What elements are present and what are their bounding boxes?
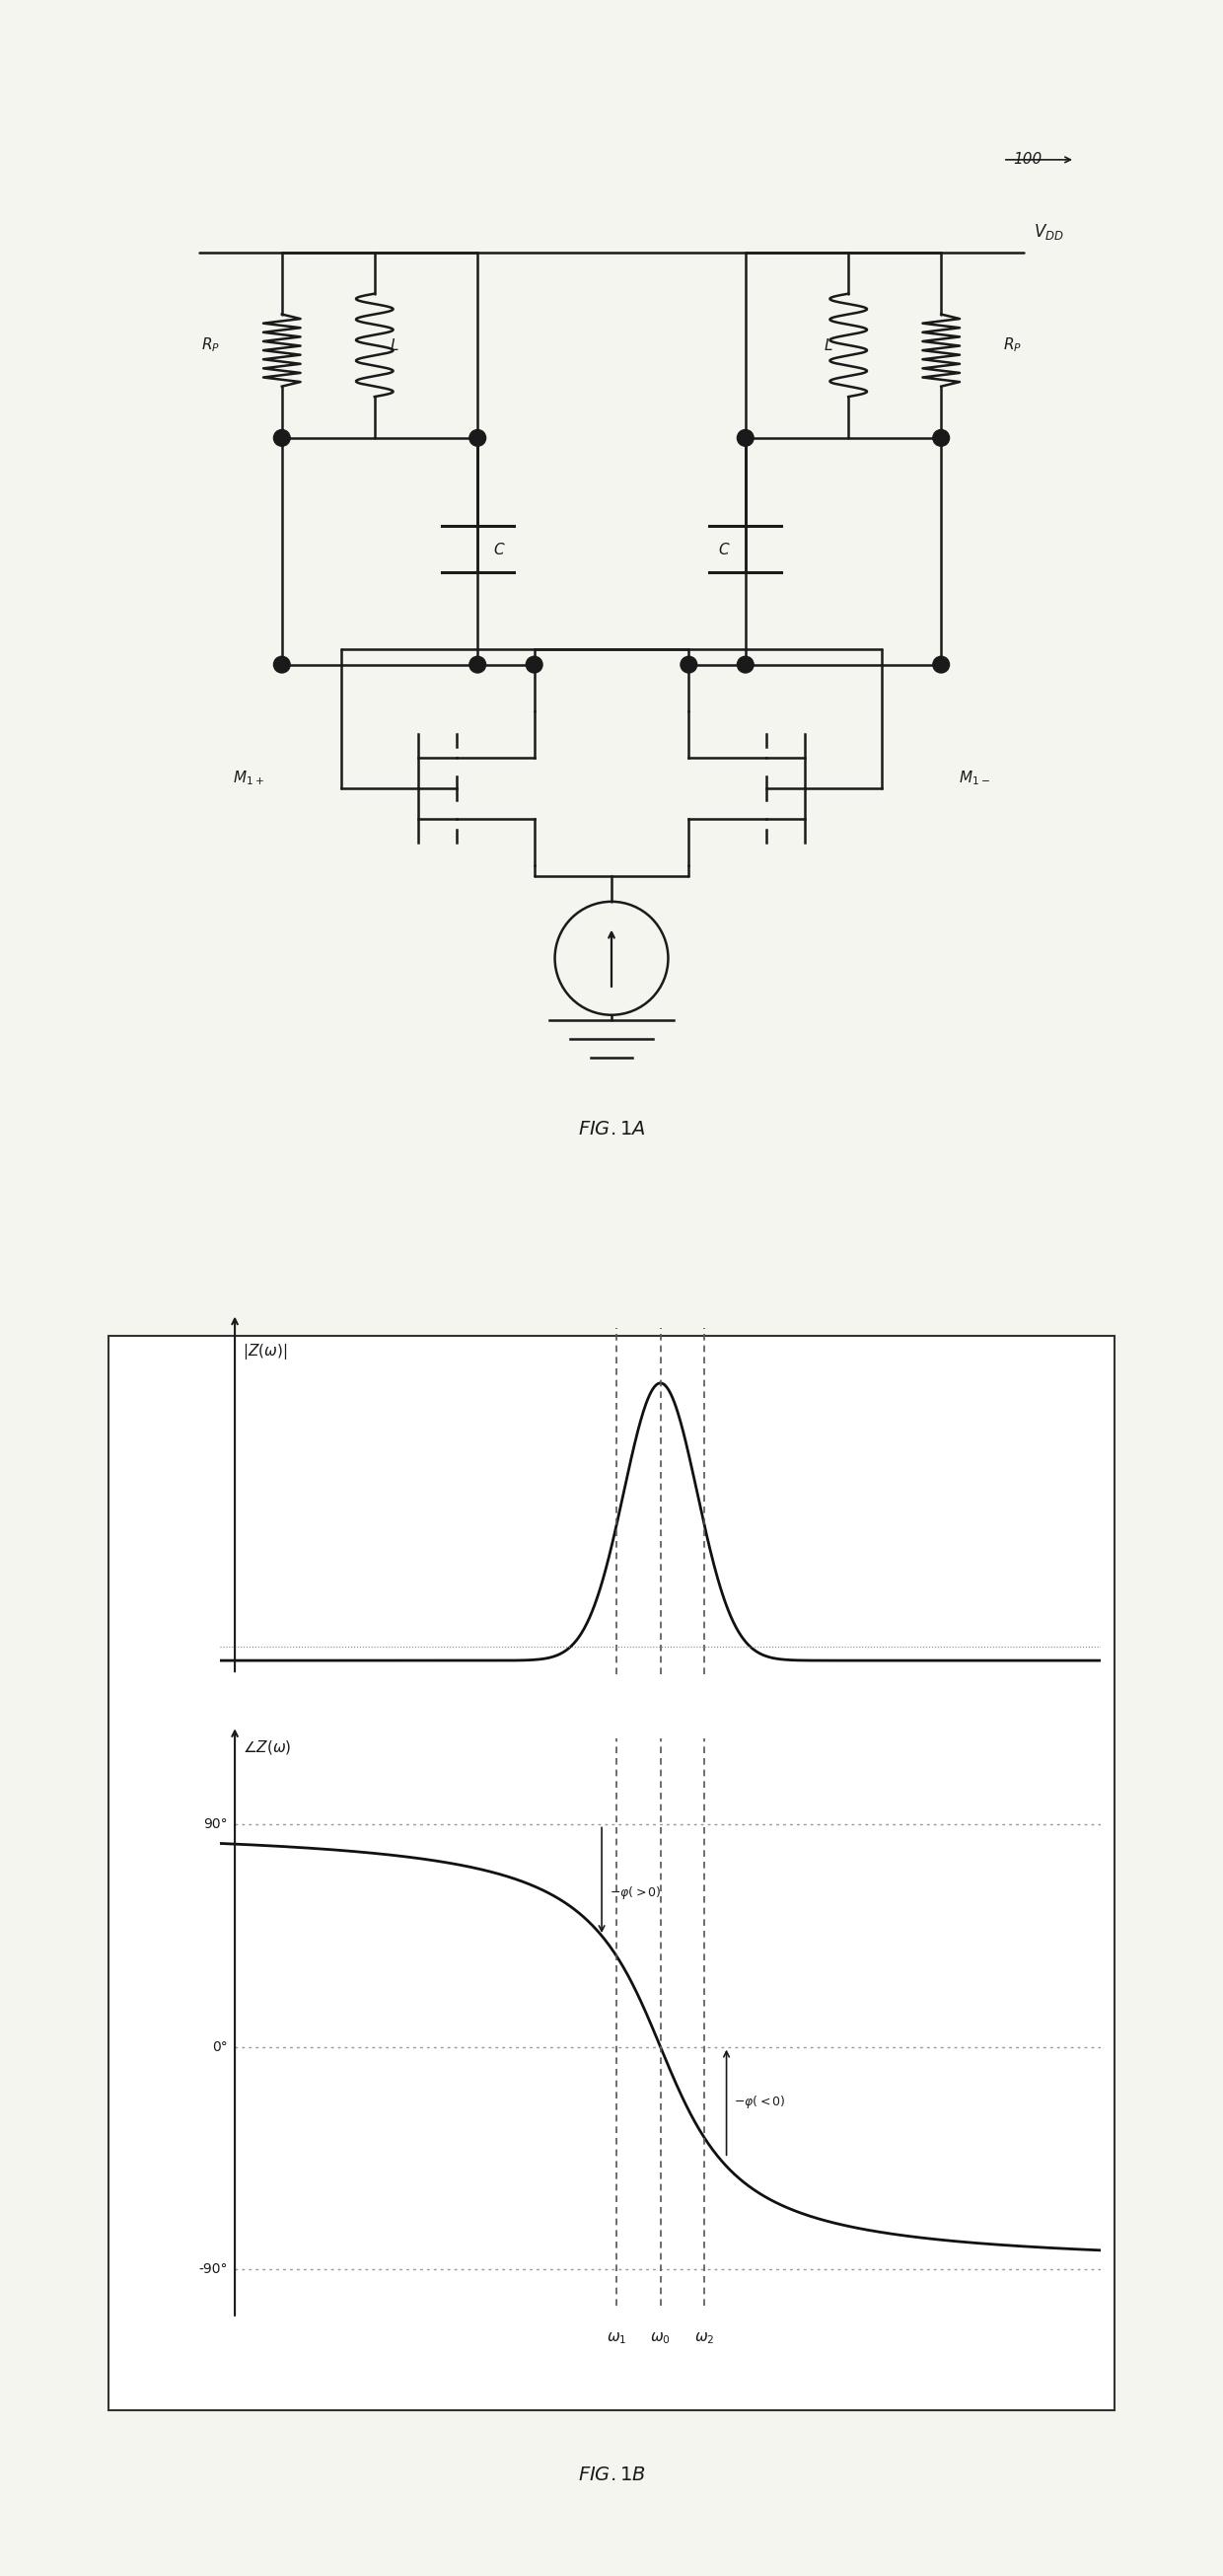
Circle shape (933, 430, 949, 446)
Text: $\omega_0$: $\omega_0$ (651, 2331, 670, 2347)
Text: $M_{1-}$: $M_{1-}$ (959, 768, 991, 788)
Text: $\omega_2$: $\omega_2$ (695, 2331, 714, 2347)
Circle shape (470, 657, 486, 672)
FancyBboxPatch shape (108, 1337, 1115, 2411)
Circle shape (274, 430, 290, 446)
Text: $\omega_1$: $\omega_1$ (607, 2331, 626, 2347)
Circle shape (274, 657, 290, 672)
Circle shape (470, 430, 486, 446)
Text: $\angle Z(\omega)$: $\angle Z(\omega)$ (242, 1739, 291, 1757)
Circle shape (933, 657, 949, 672)
Circle shape (737, 657, 753, 672)
Text: -90°: -90° (198, 2262, 227, 2277)
Text: $R_P$: $R_P$ (202, 335, 220, 355)
Text: $C$: $C$ (718, 541, 730, 556)
Text: $C$: $C$ (493, 541, 505, 556)
Text: $FIG. 1A$: $FIG. 1A$ (577, 1121, 646, 1139)
Text: $|Z(\omega)|$: $|Z(\omega)|$ (242, 1342, 287, 1360)
Text: $V_{DD}$: $V_{DD}$ (1033, 222, 1064, 242)
Text: $R_P$: $R_P$ (1003, 335, 1021, 355)
Text: $FIG. 1B$: $FIG. 1B$ (577, 2465, 646, 2483)
Text: $M_{1+}$: $M_{1+}$ (232, 768, 264, 788)
Text: 0°: 0° (212, 2040, 227, 2053)
Circle shape (680, 657, 697, 672)
Text: $L$: $L$ (390, 337, 400, 353)
Text: $-\varphi(<0)$: $-\varphi(<0)$ (734, 2094, 786, 2110)
Circle shape (526, 657, 543, 672)
Text: $L$: $L$ (823, 337, 833, 353)
Text: 90°: 90° (203, 1819, 227, 1832)
Circle shape (737, 430, 753, 446)
Text: $-\varphi(>0)$: $-\varphi(>0)$ (609, 1883, 662, 1901)
Text: 100: 100 (1013, 152, 1042, 167)
